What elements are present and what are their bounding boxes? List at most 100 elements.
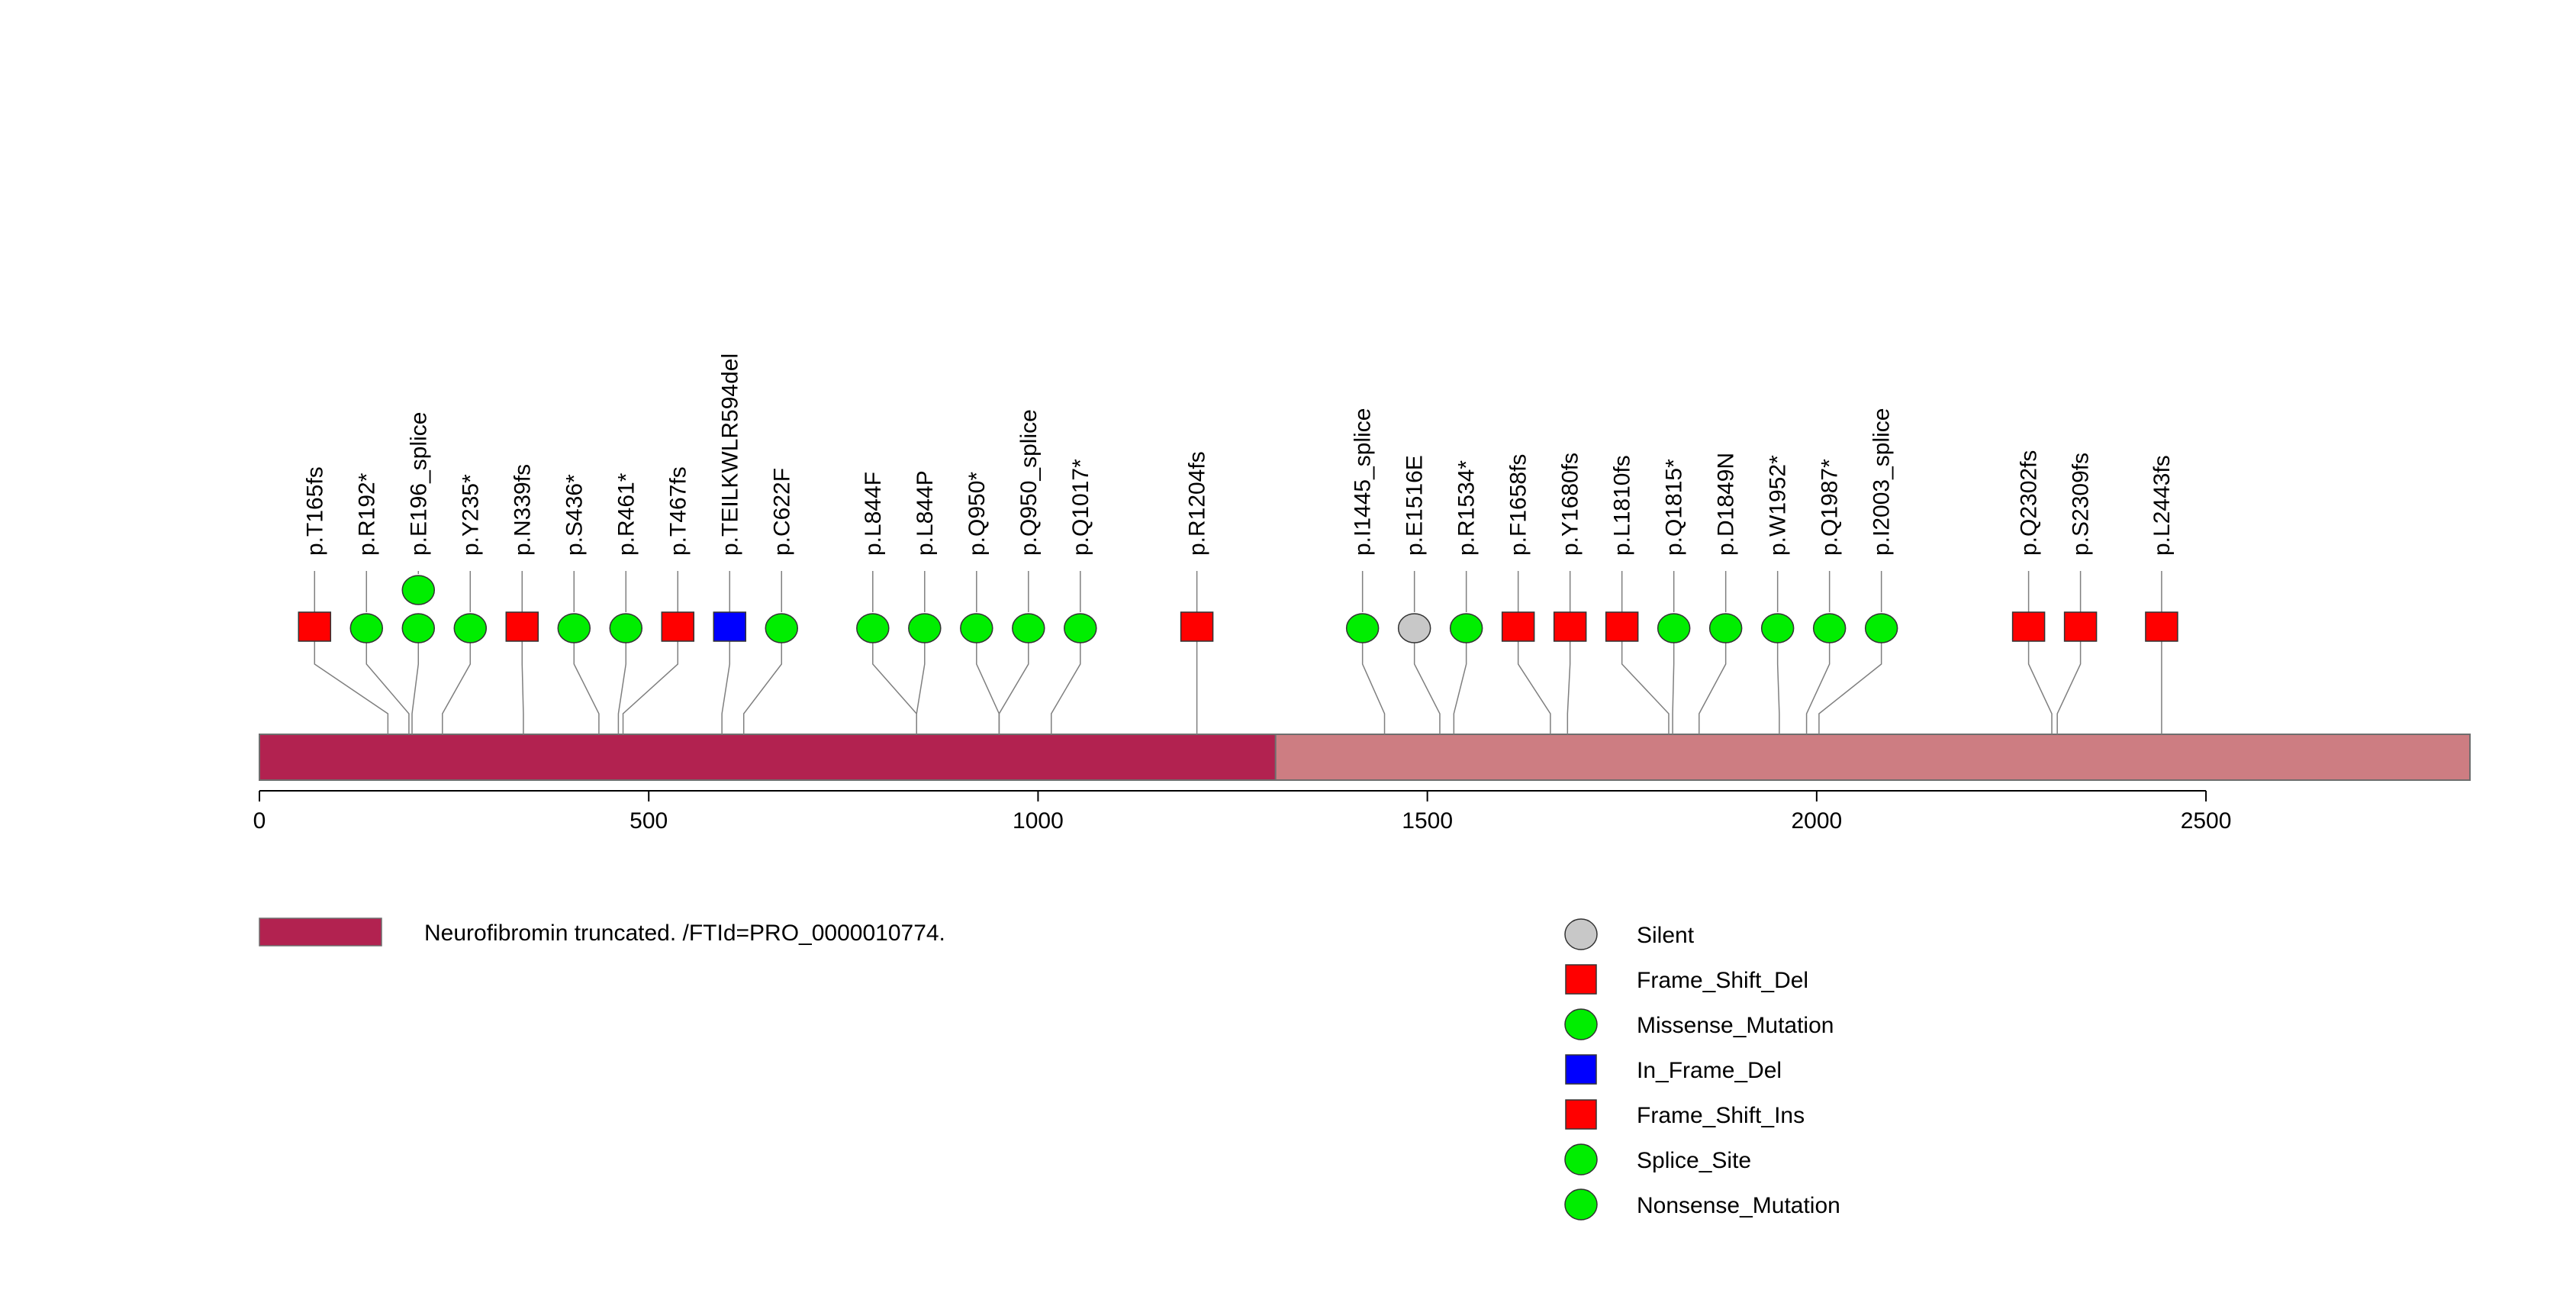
legend-label: Frame_Shift_Del — [1637, 968, 1808, 993]
mutation-p.Y1680fs: p.Y1680fs — [1553, 453, 1587, 734]
mutation-label: p.L844P — [913, 470, 938, 556]
legend-label: Splice_Site — [1637, 1148, 1751, 1173]
mutation-label: p.Q2302fs — [2017, 450, 2042, 556]
mutation-p.R461*: p.R461* — [609, 472, 643, 734]
legend-item-Nonsense_Mutation: Nonsense_Mutation — [1564, 1188, 1840, 1221]
mutation-connector — [1805, 628, 1831, 734]
legend-item-Frame_Shift_Del: Frame_Shift_Del — [1565, 964, 1808, 995]
mutation-label: p.T467fs — [665, 466, 691, 556]
mutation-p.TEILKWLR594del: p.TEILKWLR594del — [713, 353, 747, 734]
x-tick-label-0: 0 — [253, 808, 266, 834]
mutation-label: p.R1534* — [1454, 460, 1480, 556]
mutation-marker — [1553, 611, 1587, 642]
mutation-p.R192*: p.R192* — [349, 472, 410, 734]
legend-label: Frame_Shift_Ins — [1637, 1103, 1805, 1128]
mutation-connector — [1672, 628, 1675, 734]
mutation-p.C622F: p.C622F — [742, 468, 799, 734]
mutation-p.Y235*: p.Y235* — [442, 474, 488, 734]
mutation-marker — [298, 611, 332, 642]
legend-item-In_Frame_Del: In_Frame_Del — [1565, 1054, 1782, 1085]
mutation-p.S2309fs: p.S2309fs — [2056, 453, 2098, 734]
mutation-p.L2443fs: p.L2443fs — [2145, 455, 2178, 734]
mutation-label: p.C622F — [769, 468, 794, 556]
mutation-label: p.S436* — [562, 474, 587, 556]
protein-track — [259, 734, 2471, 781]
mutation-label: p.L1810fs — [1610, 455, 1635, 556]
mutation-label: p.L2443fs — [2149, 455, 2175, 556]
mutation-connector — [1361, 628, 1386, 734]
mutation-p.D1849N: p.D1849N — [1699, 453, 1743, 734]
mutation-marker — [2011, 611, 2046, 642]
mutation-p.Q1987*: p.Q1987* — [1805, 459, 1847, 734]
mutation-marker — [453, 613, 488, 643]
x-tick-label-1000: 1000 — [1013, 808, 1064, 834]
mutation-connector — [573, 628, 600, 734]
mutation-marker — [908, 613, 942, 643]
mutation-connector — [872, 628, 917, 734]
mutation-connector — [2056, 628, 2082, 734]
mutation-p.W1952*: p.W1952* — [1760, 455, 1795, 734]
mutation-connector — [2027, 628, 2053, 734]
mutation-marker — [1501, 611, 1535, 642]
mutation-connector — [1818, 628, 1882, 734]
legend-swatch — [1564, 1188, 1598, 1221]
mutation-connector — [1517, 628, 1551, 734]
mutation-connector — [411, 628, 420, 734]
mutation-p.Q950_splice: p.Q950_splice — [998, 409, 1045, 734]
mutation-label: p.E1516E — [1402, 455, 1428, 556]
mutation-marker — [1864, 613, 1898, 643]
mutation-marker — [1345, 613, 1380, 643]
mutation-p.I2003_splice: p.I2003_splice — [1818, 408, 1898, 734]
mutation-marker — [557, 613, 591, 643]
mutation-p.R1204fs: p.R1204fs — [1180, 451, 1214, 734]
mutation-connector — [1699, 628, 1727, 734]
mutation-label: p.L844F — [861, 472, 886, 556]
mutation-connector — [721, 628, 731, 734]
domain-0 — [259, 734, 1277, 781]
mutation-p.L844P: p.L844P — [908, 470, 942, 734]
mutation-marker — [856, 613, 890, 643]
mutation-marker — [960, 613, 993, 643]
mutation-marker — [609, 613, 643, 643]
legend-swatch — [1565, 964, 1597, 995]
mutation-connector — [622, 628, 679, 734]
mutation-marker — [1180, 611, 1214, 642]
mutation-marker — [1708, 613, 1743, 643]
mutation-connector — [1413, 628, 1441, 734]
mutation-connector — [365, 628, 410, 734]
mutation-marker — [713, 611, 747, 642]
mutation-label: p.Q1815* — [1662, 459, 1687, 556]
legend-domain-swatch — [259, 918, 382, 947]
mutation-p.S436*: p.S436* — [557, 474, 600, 734]
mutation-connector — [1051, 628, 1081, 734]
mutation-marker — [401, 575, 436, 605]
mutation-label: p.D1849N — [1714, 453, 1739, 556]
legend-item-Missense_Mutation: Missense_Mutation — [1564, 1008, 1834, 1040]
legend-item-Splice_Site: Splice_Site — [1564, 1143, 1751, 1176]
mutation-label: p.T165fs — [302, 466, 327, 556]
legend-label: Missense_Mutation — [1637, 1013, 1834, 1038]
mutation-label: p.E196_splice — [406, 412, 431, 556]
legend-swatch — [1565, 1054, 1597, 1085]
mutation-p.L1810fs: p.L1810fs — [1605, 455, 1670, 734]
legend: Neurofibromin truncated. /FTId=PRO_00000… — [259, 918, 1840, 1221]
mutation-connector — [521, 628, 524, 734]
mutation-marker — [1064, 613, 1097, 643]
legend-label: In_Frame_Del — [1637, 1058, 1782, 1083]
mutation-marker — [1397, 613, 1431, 643]
mutation-connector — [617, 628, 627, 734]
mutation-connector — [742, 628, 783, 734]
mutation-label: p.W1952* — [1766, 455, 1791, 556]
mutation-marker — [2145, 611, 2178, 642]
mutation-p.T165fs: p.T165fs — [298, 466, 389, 734]
mutation-markers: p.T165fs p.R192* p.E196_splice p.Y235* p.N33… — [298, 353, 2178, 734]
mutation-label: p.Q950* — [964, 472, 990, 556]
mutation-label: p.Y1680fs — [1558, 453, 1583, 556]
mutation-connector — [1621, 628, 1670, 734]
mutation-marker — [661, 611, 695, 642]
mutation-marker — [765, 613, 799, 643]
mutation-p.Q1017*: p.Q1017* — [1051, 459, 1097, 734]
mutation-label: p.R192* — [354, 472, 379, 556]
mutation-marker — [1760, 613, 1795, 643]
x-tick-label-1500: 1500 — [1402, 808, 1453, 834]
